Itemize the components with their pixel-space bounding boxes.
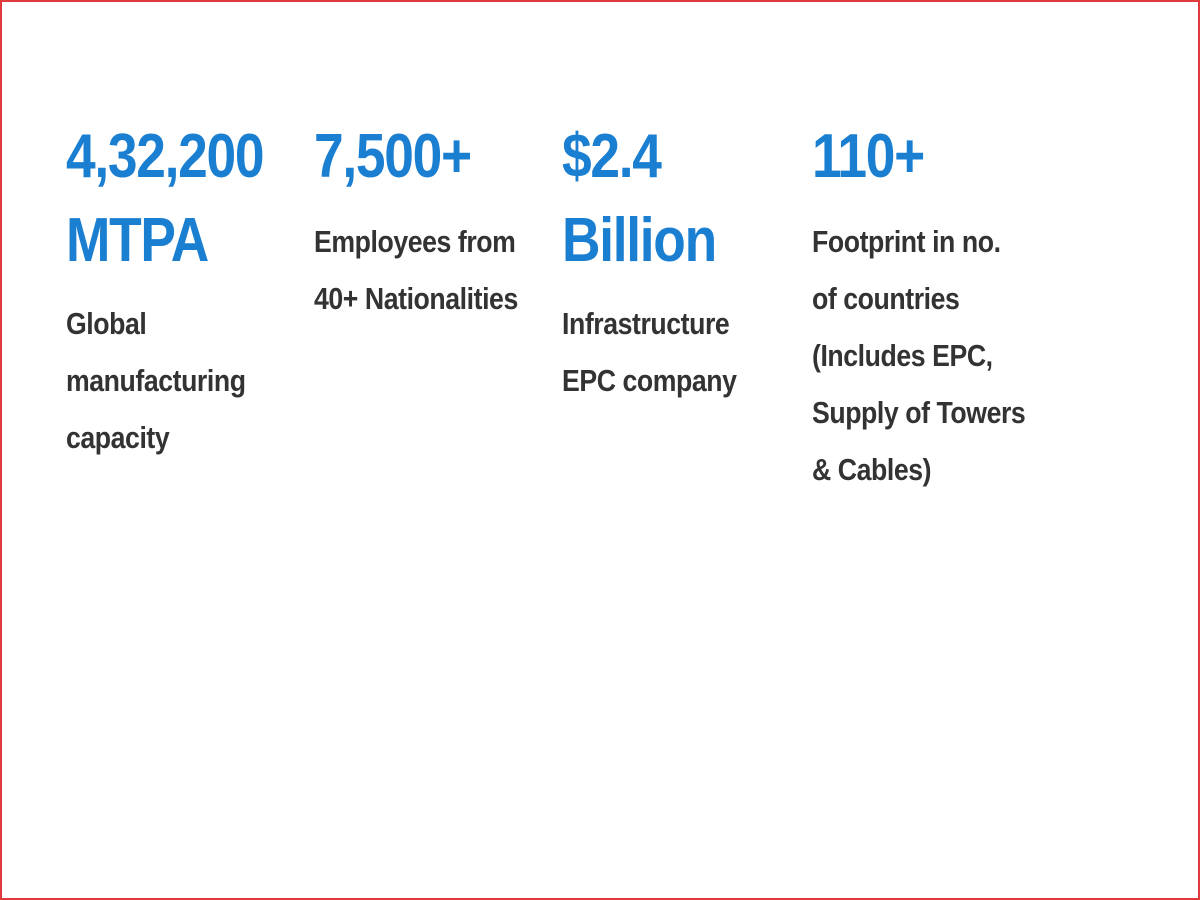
stat-value-line: MTPA	[66, 206, 209, 275]
stat-description-line: capacity	[66, 420, 170, 455]
stat-description-line: Supply of Towers	[812, 395, 1026, 430]
stat-value: 4,32,200 MTPA	[66, 115, 265, 283]
stat-value-line: $2.4	[562, 122, 662, 191]
stat-description-line: Global	[66, 306, 147, 341]
stat-manufacturing-capacity: 4,32,200 MTPA Global manufacturing capac…	[66, 115, 295, 466]
stat-employees: 7,500+ Employees from 40+ Nationalities	[314, 115, 518, 316]
stat-value: $2.4 Billion	[562, 115, 737, 283]
stat-description-line: (Includes EPC,	[812, 338, 993, 373]
stat-value: 110+	[812, 115, 925, 199]
stat-description: Global manufacturing capacity	[66, 295, 263, 466]
stat-description-line: of countries	[812, 281, 960, 316]
stat-description: Infrastructure EPC company	[562, 295, 737, 409]
stat-countries-footprint: 110+ Footprint in no. of countries (Incl…	[812, 115, 1026, 487]
stat-description: Employees from 40+ Nationalities	[314, 213, 518, 327]
stat-description-line: & Cables)	[812, 452, 932, 487]
stat-value-line: 7,500+	[314, 122, 472, 191]
stat-description: Footprint in no. of countries (Includes …	[812, 213, 1026, 498]
stat-description-line: Infrastructure	[562, 306, 730, 341]
stat-value-line: 110+	[812, 122, 925, 191]
stat-value-line: Billion	[562, 206, 717, 275]
stat-value: 7,500+	[314, 115, 472, 199]
stat-description-line: Footprint in no.	[812, 224, 1001, 259]
stat-description-line: EPC company	[562, 363, 737, 398]
stat-epc-company: $2.4 Billion Infrastructure EPC company	[562, 115, 765, 409]
stat-description-line: 40+ Nationalities	[314, 281, 518, 316]
stat-value-line: 4,32,200	[66, 122, 265, 191]
stat-description-line: Employees from	[314, 224, 516, 259]
stat-description-line: manufacturing	[66, 363, 246, 398]
